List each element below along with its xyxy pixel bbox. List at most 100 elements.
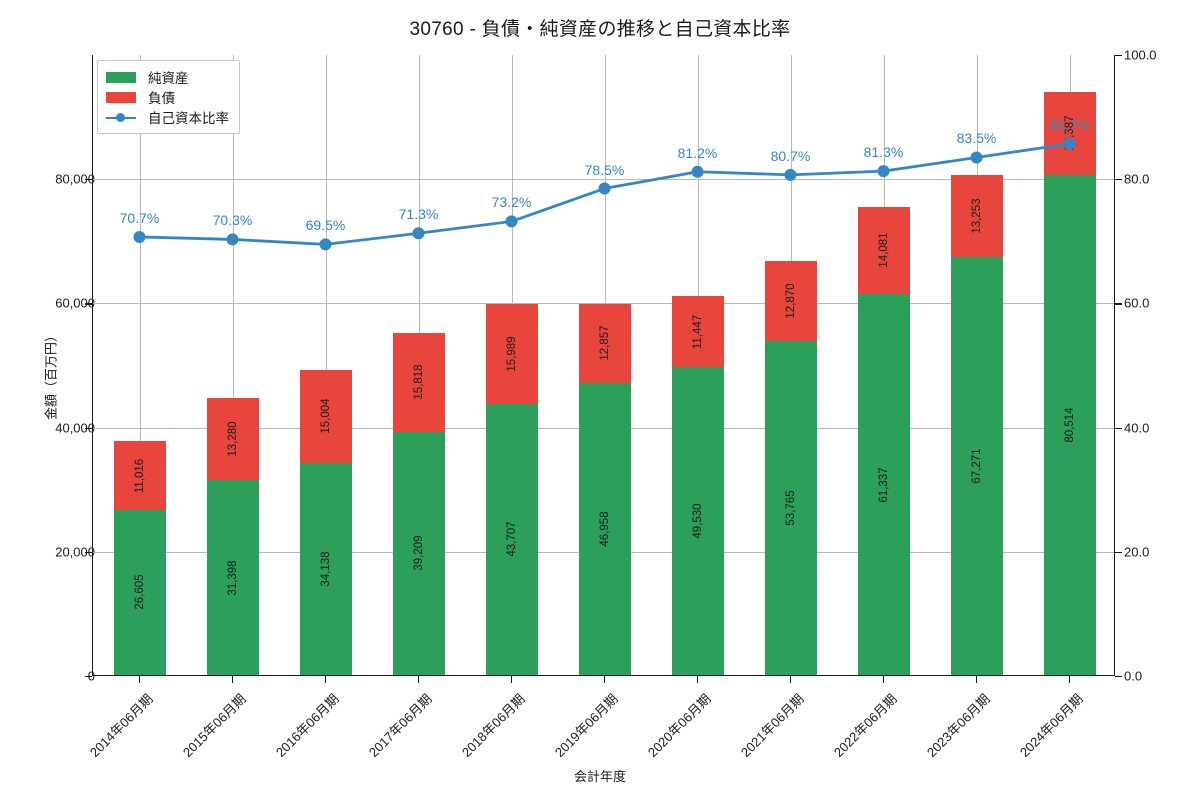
- bar-segment-debt[interactable]: 12,870: [764, 261, 817, 342]
- x-tick-mark: [975, 676, 977, 683]
- bar-segment-equity[interactable]: 46,958: [578, 383, 631, 675]
- bar-value-label-equity: 34,138: [319, 551, 332, 587]
- x-axis-label: 会計年度: [573, 769, 626, 784]
- ratio-value-label: 70.7%: [119, 209, 160, 226]
- x-tick-label: 2024年06月期: [1016, 691, 1086, 760]
- y-tick-label-right: 80.0: [1124, 171, 1150, 187]
- y-tick-mark-right: [1115, 676, 1122, 678]
- bar-value-label-equity: 49,530: [691, 503, 704, 539]
- y-tick-mark-right: [1115, 179, 1122, 181]
- x-tick-mark: [231, 676, 233, 683]
- bar-value-label-debt: 11,447: [691, 314, 704, 350]
- bar-value-label-debt: 12,870: [784, 283, 797, 319]
- bar-segment-equity[interactable]: 53,765: [764, 341, 817, 675]
- x-tick-mark: [417, 676, 419, 683]
- bar-value-label-debt: 13,280: [226, 421, 239, 457]
- bar-segment-equity[interactable]: 34,138: [299, 463, 352, 675]
- chart-title: 30760 - 負債・純資産の推移と自己資本比率: [409, 19, 791, 40]
- x-tick-mark: [138, 676, 140, 683]
- x-tick-mark: [324, 676, 326, 683]
- x-tick-label: 2022年06月期: [830, 691, 900, 760]
- y-tick-mark-left: [85, 427, 92, 429]
- bar-segment-debt[interactable]: 15,818: [392, 333, 445, 432]
- bar-segment-equity[interactable]: 61,337: [857, 294, 910, 675]
- plot-area: 26,605 11,016 31,398 13,280 34,138 15,004 39,2…: [92, 55, 1115, 676]
- y-tick-label-right: 100.0: [1124, 47, 1157, 63]
- y-tick-label-left: 20,000: [55, 544, 95, 560]
- bar-value-label-debt: 12,857: [598, 325, 611, 362]
- bar-segment-debt[interactable]: 13,280: [206, 397, 259, 481]
- legend-label-ratio: 自己資本比率: [148, 111, 229, 126]
- x-tick-mark: [789, 676, 791, 683]
- bar-segment-equity[interactable]: 80,514: [1043, 175, 1096, 675]
- y-tick-label-left: 0: [5, 669, 95, 684]
- bar-segment-debt[interactable]: 13,387: [1043, 91, 1096, 176]
- bar-value-label-debt: 15,004: [319, 398, 332, 435]
- y-tick-label-left: 80,000: [55, 171, 95, 187]
- y-tick-label-left: 40,000: [55, 420, 95, 436]
- bar-segment-debt[interactable]: 15,004: [299, 369, 352, 464]
- bar-value-label-debt: 15,989: [505, 336, 518, 372]
- ratio-value-label: 85.7%: [1049, 116, 1090, 133]
- y-tick-mark-right: [1115, 55, 1122, 57]
- x-tick-label: 2017年06月期: [365, 691, 435, 760]
- bar-value-label-debt: 11,016: [133, 458, 146, 493]
- x-tick-mark: [1068, 676, 1070, 683]
- x-tick-mark: [882, 676, 884, 683]
- y-tick-mark-left: [85, 676, 92, 678]
- legend-item-debt: 負債: [106, 87, 229, 107]
- bar-segment-debt[interactable]: 14,081: [857, 206, 910, 295]
- ratio-value-label: 80.7%: [770, 147, 811, 164]
- y-axis-label-left: 金額（百万円）: [43, 329, 59, 421]
- bar-segment-equity[interactable]: 26,605: [113, 509, 166, 675]
- legend-item-ratio: 自己資本比率: [106, 107, 229, 127]
- x-tick-label: 2021年06月期: [737, 691, 807, 760]
- y-tick-label-right: 0.0: [1124, 668, 1143, 684]
- y-tick-mark-left: [85, 551, 92, 554]
- x-tick-label: 2014年06月期: [86, 691, 156, 760]
- gridline-vertical: [139, 55, 141, 675]
- ratio-value-label: 81.2%: [677, 144, 718, 161]
- bar-value-label-equity: 46,958: [598, 511, 611, 547]
- bar-value-label-equity: 61,337: [877, 466, 890, 503]
- bar-value-label-debt: 14,081: [877, 232, 890, 268]
- bar-segment-debt[interactable]: 11,016: [113, 441, 166, 510]
- bar-segment-debt[interactable]: 12,857: [578, 303, 631, 384]
- legend-label-equity: 純資産: [148, 71, 189, 86]
- x-tick-mark: [696, 676, 698, 683]
- x-tick-label: 2015年06月期: [179, 691, 249, 760]
- x-tick-mark: [510, 676, 512, 683]
- x-tick-label: 2023年06月期: [923, 691, 993, 760]
- y-tick-label-left: 60,000: [55, 295, 95, 311]
- legend-swatch-ratio: [106, 112, 136, 123]
- y-tick-mark-right: [1115, 551, 1122, 554]
- gridline-vertical: [232, 55, 234, 675]
- y-tick-label-right: 20.0: [1124, 544, 1150, 560]
- bar-segment-equity[interactable]: 39,209: [392, 431, 445, 675]
- bar-segment-equity[interactable]: 31,398: [206, 480, 259, 675]
- bar-segment-equity[interactable]: 67,271: [950, 257, 1003, 675]
- ratio-value-label: 70.3%: [212, 212, 253, 229]
- bar-segment-debt[interactable]: 15,989: [485, 304, 538, 404]
- legend-swatch-equity: [106, 71, 136, 83]
- x-tick-mark: [603, 676, 605, 683]
- ratio-value-label: 78.5%: [584, 161, 625, 178]
- bar-value-label-debt: 13,253: [970, 198, 983, 234]
- legend: 純資産 負債 自己資本比率: [97, 60, 240, 134]
- x-tick-label: 2020年06月期: [644, 691, 714, 760]
- x-tick-label: 2018年06月期: [458, 691, 528, 760]
- x-tick-label: 2019年06月期: [551, 691, 621, 760]
- bar-segment-equity[interactable]: 49,530: [671, 367, 724, 675]
- ratio-value-label: 69.5%: [305, 217, 346, 234]
- bar-value-label-equity: 53,765: [784, 490, 797, 526]
- ratio-value-label: 81.3%: [863, 144, 904, 161]
- ratio-value-label: 83.5%: [956, 130, 997, 147]
- bar-value-label-equity: 39,209: [412, 535, 425, 571]
- bar-segment-debt[interactable]: 11,447: [671, 296, 724, 368]
- ratio-value-label: 73.2%: [491, 194, 532, 211]
- x-tick-label: 2016年06月期: [272, 691, 342, 760]
- bar-segment-debt[interactable]: 13,253: [950, 174, 1003, 258]
- gridline-vertical: [325, 55, 327, 675]
- bar-segment-equity[interactable]: 43,707: [485, 403, 538, 675]
